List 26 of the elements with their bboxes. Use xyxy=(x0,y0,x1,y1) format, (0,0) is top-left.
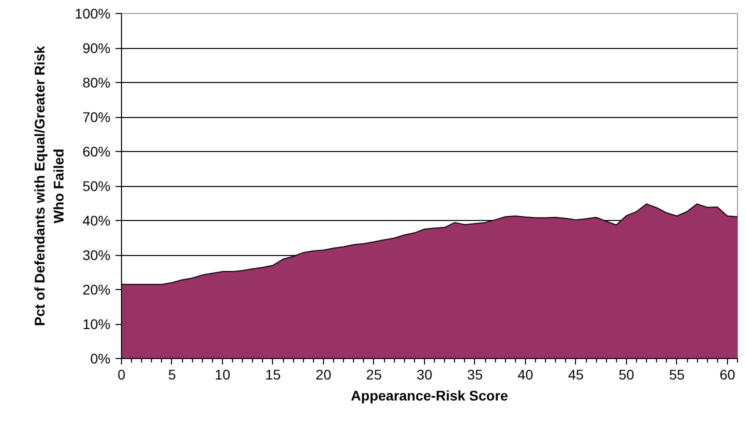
y-tick-label: 90% xyxy=(82,40,111,56)
x-tick-label: 30 xyxy=(416,366,432,382)
x-tick-label: 15 xyxy=(265,366,281,382)
x-tick-label: 55 xyxy=(669,366,685,382)
x-tick-label: 35 xyxy=(467,366,483,382)
y-tick-label: 70% xyxy=(82,109,111,125)
x-tick-label: 0 xyxy=(118,366,126,382)
x-tick-label: 25 xyxy=(366,366,382,382)
x-tick-label: 50 xyxy=(618,366,634,382)
x-axis-title: Appearance-Risk Score xyxy=(350,388,508,404)
y-axis-title: Pct of Defendants with Equal/Greater Risk Who Failed xyxy=(31,46,67,326)
y-tick-label: 50% xyxy=(82,178,111,194)
x-tick-label: 45 xyxy=(568,366,584,382)
y-tick-label: 100% xyxy=(74,6,111,22)
x-tick-label: 20 xyxy=(316,366,332,382)
y-tick-label: 30% xyxy=(82,247,111,263)
y-tick-label: 20% xyxy=(82,282,111,298)
y-tick-label: 0% xyxy=(90,350,110,366)
x-tick-label: 10 xyxy=(214,366,230,382)
y-tick-label: 10% xyxy=(82,316,111,332)
y-tick-label: 80% xyxy=(82,74,111,90)
y-tick-label: 40% xyxy=(82,212,111,228)
x-tick-label: 5 xyxy=(168,366,176,382)
x-tick-label: 40 xyxy=(518,366,534,382)
y-tick-label: 60% xyxy=(82,144,111,160)
x-tick-label: 60 xyxy=(720,366,736,382)
